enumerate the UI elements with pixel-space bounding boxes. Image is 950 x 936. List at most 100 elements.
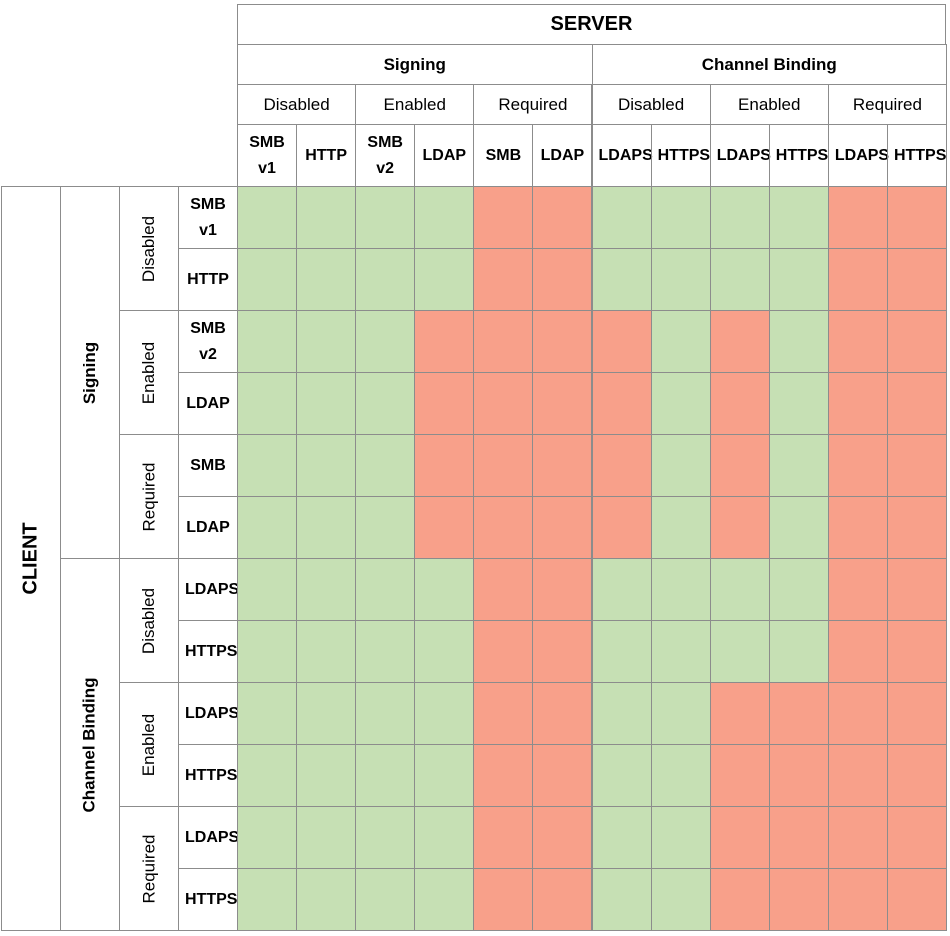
client-setting-text: Disabled <box>139 215 158 282</box>
matrix-cell <box>886 248 947 311</box>
client-setting-text: Enabled <box>139 341 159 404</box>
matrix-cell <box>296 248 357 311</box>
matrix-cell <box>768 496 829 559</box>
client-protocol: HTTPS <box>178 744 238 807</box>
matrix-cell <box>768 310 829 373</box>
matrix-cell <box>709 496 770 559</box>
matrix-cell <box>650 558 711 621</box>
matrix-cell <box>650 682 711 745</box>
matrix-cell <box>355 806 416 869</box>
matrix-cell <box>591 248 652 311</box>
matrix-cell <box>650 806 711 869</box>
matrix-cell <box>709 620 770 683</box>
server-protocol-text: HTTP <box>305 146 347 164</box>
server-protocol-text: HTTPS <box>657 146 711 164</box>
server-setting-text: Required <box>498 94 568 114</box>
matrix-cell <box>237 248 298 311</box>
client-setting: Disabled <box>119 558 179 683</box>
server-protocol: LDAP <box>532 124 593 187</box>
matrix-cell <box>414 744 475 807</box>
matrix-cell <box>827 868 888 931</box>
server-setting: Enabled <box>709 84 829 125</box>
matrix-cell <box>768 372 829 435</box>
matrix-cell <box>473 620 534 683</box>
matrix-cell <box>827 744 888 807</box>
server-setting: Required <box>473 84 593 125</box>
matrix-cell <box>768 186 829 249</box>
matrix-cell <box>355 682 416 745</box>
matrix-cell <box>709 868 770 931</box>
server-protocol-text: SMB v1 <box>249 133 285 177</box>
server-protocol-text: LDAP <box>540 146 585 164</box>
matrix-cell <box>355 248 416 311</box>
server-group-text: Channel Binding <box>701 54 837 74</box>
matrix-cell <box>414 434 475 497</box>
server-protocol-text: SMB <box>485 146 522 164</box>
matrix-cell <box>650 434 711 497</box>
server-setting: Disabled <box>591 84 711 125</box>
matrix-cell <box>355 558 416 621</box>
server-protocol-text: LDAPS <box>834 146 890 164</box>
matrix-cell <box>473 806 534 869</box>
server-protocol-text: HTTPS <box>893 146 947 164</box>
client-protocol-text: LDAPS <box>185 580 240 598</box>
client-group: Signing <box>60 186 120 559</box>
server-protocol: HTTPS <box>650 124 711 187</box>
matrix-cell <box>532 558 593 621</box>
client-protocol: SMB v2 <box>178 310 238 373</box>
matrix-cell <box>827 682 888 745</box>
matrix-cell <box>414 868 475 931</box>
matrix-cell <box>473 496 534 559</box>
matrix-cell <box>827 310 888 373</box>
server-protocol: SMB v1 <box>237 124 298 187</box>
matrix-cell <box>414 310 475 373</box>
client-protocol: LDAPS <box>178 806 240 869</box>
matrix-cell <box>886 620 947 683</box>
matrix-cell <box>355 620 416 683</box>
matrix-cell <box>886 186 947 249</box>
matrix-cell <box>591 806 652 869</box>
server-protocol-text: HTTPS <box>775 146 829 164</box>
server-setting-text: Required <box>852 94 922 114</box>
matrix-cell <box>709 186 770 249</box>
client-title-text: CLIENT <box>19 522 42 595</box>
matrix-cell <box>532 434 593 497</box>
matrix-cell <box>355 372 416 435</box>
matrix-cell <box>296 310 357 373</box>
matrix-cell <box>237 868 298 931</box>
matrix-cell <box>473 434 534 497</box>
matrix-cell <box>414 496 475 559</box>
client-protocol-text: HTTPS <box>185 766 238 784</box>
matrix-cell <box>237 620 298 683</box>
matrix-cell <box>650 744 711 807</box>
matrix-cell <box>650 868 711 931</box>
matrix-cell <box>709 806 770 869</box>
matrix-cell <box>237 186 298 249</box>
server-protocol-text: LDAPS <box>716 146 771 164</box>
matrix-cell <box>591 620 652 683</box>
matrix-cell <box>532 372 593 435</box>
server-protocol: HTTPS <box>886 124 947 187</box>
matrix-cell <box>650 372 711 435</box>
matrix-cell <box>709 682 770 745</box>
client-protocol-text: LDAPS <box>185 828 240 846</box>
matrix-cell <box>650 186 711 249</box>
matrix-cell <box>237 496 298 559</box>
matrix-cell <box>296 558 357 621</box>
matrix-cell <box>709 248 770 311</box>
client-protocol: SMB <box>178 434 238 497</box>
server-protocol: LDAP <box>414 124 475 187</box>
matrix-cell <box>768 868 829 931</box>
matrix-cell <box>709 744 770 807</box>
matrix-cell <box>414 186 475 249</box>
matrix-cell <box>237 682 298 745</box>
matrix-cell <box>768 682 829 745</box>
matrix-cell <box>591 496 652 559</box>
matrix-cell <box>591 744 652 807</box>
matrix-cell <box>532 744 593 807</box>
client-protocol: LDAP <box>178 372 238 435</box>
matrix-cell <box>237 434 298 497</box>
client-protocol-text: LDAP <box>186 394 230 412</box>
matrix-cell <box>886 806 947 869</box>
